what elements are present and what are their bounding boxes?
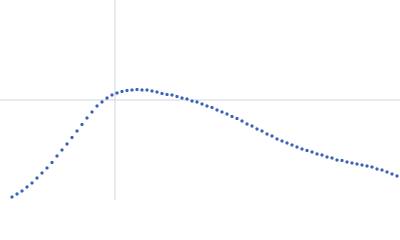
point [10, 195, 14, 199]
point [355, 162, 359, 166]
point [265, 132, 269, 136]
point [125, 88, 129, 93]
point [285, 141, 289, 145]
point [85, 116, 89, 120]
point [45, 166, 49, 170]
point [75, 129, 79, 133]
point [130, 88, 134, 92]
point [140, 88, 144, 92]
point [345, 160, 349, 164]
point [270, 134, 274, 138]
point [305, 148, 309, 153]
point [385, 170, 389, 174]
point [155, 90, 159, 94]
point [205, 104, 209, 108]
point [380, 168, 384, 172]
point [15, 192, 19, 196]
point [170, 93, 174, 97]
point [330, 156, 334, 160]
point [255, 127, 259, 131]
point [120, 89, 124, 94]
point [240, 119, 244, 123]
point [185, 97, 189, 101]
point [55, 154, 59, 158]
point [145, 88, 149, 92]
point [275, 137, 279, 141]
point [370, 165, 374, 169]
point [325, 155, 329, 159]
point [340, 158, 344, 163]
point [135, 87, 139, 92]
point [40, 171, 44, 175]
point [295, 145, 299, 149]
point [200, 102, 204, 106]
point [95, 104, 99, 108]
point [60, 148, 64, 152]
point [250, 124, 254, 128]
point [35, 176, 39, 180]
point [210, 105, 214, 110]
point [115, 91, 119, 95]
point [390, 172, 394, 176]
point [375, 167, 379, 171]
point [365, 164, 369, 168]
point [225, 112, 229, 116]
point [165, 92, 169, 97]
point [220, 110, 224, 114]
point [260, 129, 264, 133]
point [190, 99, 194, 103]
point [110, 93, 114, 97]
point [320, 153, 324, 157]
point [160, 91, 164, 96]
point [350, 161, 354, 165]
point [150, 89, 154, 93]
point [335, 158, 339, 162]
chart [0, 0, 400, 200]
point [30, 181, 34, 185]
point [25, 185, 29, 189]
point [100, 100, 104, 104]
point [90, 110, 94, 114]
point [300, 147, 304, 151]
point [280, 139, 284, 143]
point [50, 160, 54, 165]
point [235, 116, 239, 121]
point [230, 114, 234, 119]
point [65, 142, 69, 146]
point [310, 150, 314, 154]
point [70, 135, 74, 140]
point [245, 122, 249, 126]
point [360, 163, 364, 167]
point [195, 100, 199, 104]
point [180, 96, 184, 100]
point [395, 174, 399, 178]
point [175, 94, 179, 99]
point [80, 122, 84, 127]
point [315, 152, 319, 156]
point [215, 108, 219, 112]
point [20, 189, 24, 193]
point [290, 143, 294, 147]
point [105, 96, 109, 100]
